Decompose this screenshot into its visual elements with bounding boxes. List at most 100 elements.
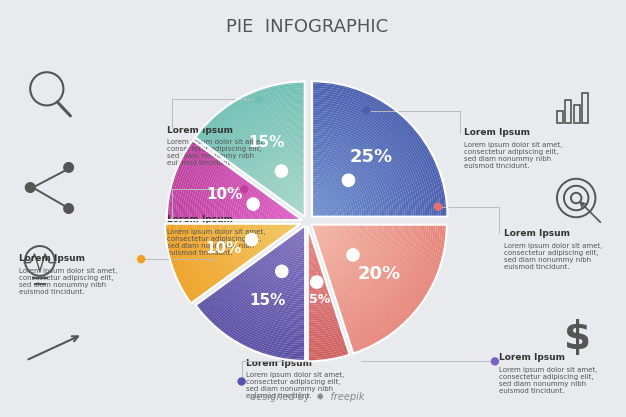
Wedge shape xyxy=(267,252,305,273)
Text: Lorem Ipsum: Lorem Ipsum xyxy=(167,216,233,224)
Wedge shape xyxy=(312,106,423,217)
Wedge shape xyxy=(267,224,275,244)
Wedge shape xyxy=(188,224,211,290)
Wedge shape xyxy=(312,214,314,217)
Wedge shape xyxy=(181,224,205,294)
Text: Lorem ipsum dolor sit amet,
consectetur adipiscing elit,
sed diam nonummy nibh
e: Lorem ipsum dolor sit amet, consectetur … xyxy=(500,367,598,394)
Wedge shape xyxy=(308,346,347,354)
Wedge shape xyxy=(346,225,424,332)
Wedge shape xyxy=(312,203,326,217)
Wedge shape xyxy=(284,209,289,220)
Wedge shape xyxy=(251,224,262,253)
Wedge shape xyxy=(297,208,305,213)
Wedge shape xyxy=(312,99,429,217)
Wedge shape xyxy=(308,333,344,341)
Wedge shape xyxy=(344,225,419,328)
Wedge shape xyxy=(308,249,316,253)
Wedge shape xyxy=(213,104,305,152)
Wedge shape xyxy=(258,259,305,284)
Wedge shape xyxy=(286,211,291,220)
Wedge shape xyxy=(312,126,403,217)
Wedge shape xyxy=(308,305,334,311)
Circle shape xyxy=(342,174,354,186)
Wedge shape xyxy=(322,225,347,259)
Wedge shape xyxy=(206,95,305,147)
Wedge shape xyxy=(289,224,293,231)
Wedge shape xyxy=(241,184,255,220)
Wedge shape xyxy=(329,225,370,281)
Wedge shape xyxy=(296,231,305,237)
Wedge shape xyxy=(254,261,305,289)
Wedge shape xyxy=(312,167,362,217)
Wedge shape xyxy=(312,208,321,217)
Wedge shape xyxy=(239,272,305,307)
Wedge shape xyxy=(314,225,322,236)
Text: 25%: 25% xyxy=(350,148,393,166)
Wedge shape xyxy=(325,225,356,268)
Wedge shape xyxy=(233,129,305,166)
Wedge shape xyxy=(208,294,305,345)
Wedge shape xyxy=(271,224,279,241)
Wedge shape xyxy=(226,224,242,268)
Wedge shape xyxy=(303,215,305,217)
Wedge shape xyxy=(312,160,369,217)
Text: Lorem ipsum dolor sit amet,
consectetur adipiscing elit,
sed diam nonummy nibh
e: Lorem ipsum dolor sit amet, consectetur … xyxy=(246,372,344,399)
Wedge shape xyxy=(260,224,269,248)
Wedge shape xyxy=(244,186,257,220)
Wedge shape xyxy=(317,225,334,246)
Wedge shape xyxy=(199,86,305,141)
Text: Lorem Ipsum: Lorem Ipsum xyxy=(246,359,312,368)
Wedge shape xyxy=(312,149,380,217)
Circle shape xyxy=(255,96,262,103)
Wedge shape xyxy=(180,148,205,220)
Wedge shape xyxy=(200,160,222,220)
Wedge shape xyxy=(308,292,330,298)
Wedge shape xyxy=(289,236,305,246)
Wedge shape xyxy=(228,176,244,220)
Wedge shape xyxy=(312,129,400,217)
Wedge shape xyxy=(312,192,337,217)
Wedge shape xyxy=(313,225,318,231)
Wedge shape xyxy=(304,226,305,228)
Wedge shape xyxy=(212,167,231,220)
Wedge shape xyxy=(312,108,421,217)
Wedge shape xyxy=(308,335,344,343)
Wedge shape xyxy=(263,165,305,188)
Wedge shape xyxy=(215,224,233,274)
Wedge shape xyxy=(230,178,245,220)
Wedge shape xyxy=(221,285,305,329)
Wedge shape xyxy=(308,307,335,314)
Text: Lorem ipsum dolor sit amet,
consectetur adipiscing elit,
sed diam nonummy nibh
e: Lorem ipsum dolor sit amet, consectetur … xyxy=(19,268,117,295)
Wedge shape xyxy=(248,147,305,177)
Wedge shape xyxy=(289,197,305,206)
Wedge shape xyxy=(207,296,305,347)
Wedge shape xyxy=(300,219,302,220)
Wedge shape xyxy=(169,142,197,220)
Wedge shape xyxy=(201,300,305,354)
Wedge shape xyxy=(201,88,305,143)
Wedge shape xyxy=(308,243,314,246)
Text: Lorem ipsum dolor sit amet,
consectetur adipiscing elit,
sed diam nonummy nibh
e: Lorem ipsum dolor sit amet, consectetur … xyxy=(167,140,266,166)
Wedge shape xyxy=(221,172,239,220)
Wedge shape xyxy=(287,224,291,232)
Wedge shape xyxy=(312,212,317,217)
Wedge shape xyxy=(278,244,305,259)
Wedge shape xyxy=(259,161,305,185)
Wedge shape xyxy=(185,151,209,220)
Wedge shape xyxy=(196,158,218,220)
Wedge shape xyxy=(210,224,229,277)
Wedge shape xyxy=(274,247,305,264)
Wedge shape xyxy=(244,224,257,257)
Wedge shape xyxy=(275,181,305,197)
Bar xyxy=(557,111,563,123)
Wedge shape xyxy=(246,224,259,256)
Wedge shape xyxy=(312,190,339,217)
Wedge shape xyxy=(239,136,305,171)
Wedge shape xyxy=(333,225,384,294)
Wedge shape xyxy=(232,277,305,316)
Wedge shape xyxy=(240,224,253,259)
Wedge shape xyxy=(308,241,314,244)
Wedge shape xyxy=(295,216,299,220)
Wedge shape xyxy=(208,224,227,278)
Wedge shape xyxy=(249,265,305,296)
